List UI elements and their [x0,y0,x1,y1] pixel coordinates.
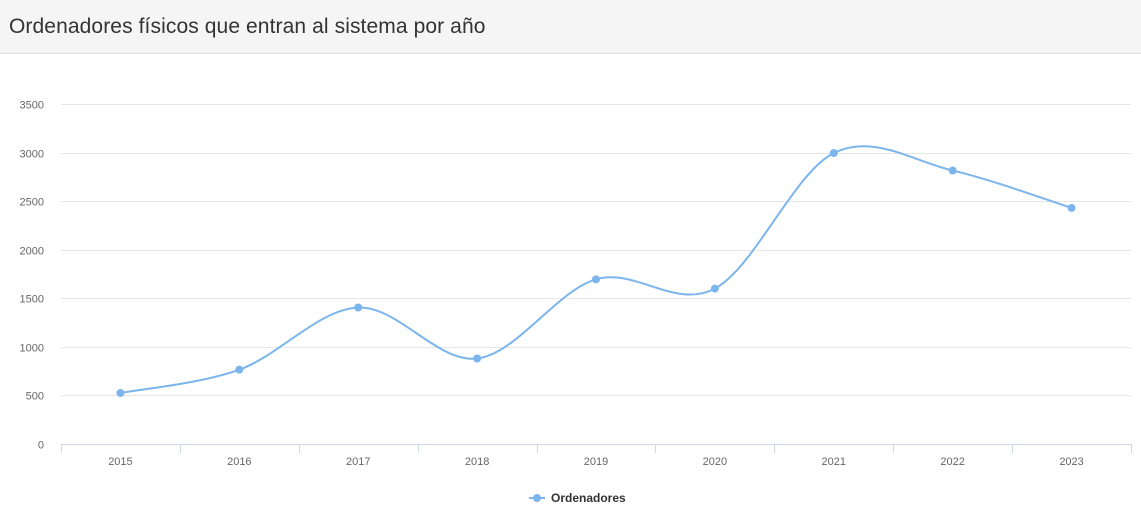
y-tick-label: 2500 [20,197,44,209]
x-tick-label: 2022 [940,456,964,468]
chart-area: 0 500 1000 1500 2000 2500 3000 3500 2015 2016 201… [0,55,1141,512]
data-point[interactable] [710,284,719,293]
y-axis: 0 500 1000 1500 2000 2500 3000 3500 [20,100,44,452]
x-tick-label: 2017 [346,456,370,468]
x-tick-label: 2020 [703,456,727,468]
y-tick-label: 3500 [20,100,44,112]
y-tick-label: 3000 [20,149,44,161]
panel-title: Ordenadores físicos que entran al sistem… [9,14,486,38]
data-point[interactable] [354,303,363,312]
data-point[interactable] [592,275,600,284]
y-tick-label: 0 [38,440,44,452]
x-tick-label: 2016 [227,456,251,468]
y-tick-label: 1500 [20,294,44,306]
grid-lines [61,104,1131,396]
data-point[interactable] [948,166,957,175]
x-tick-label: 2018 [465,456,489,468]
x-tick-label: 2023 [1059,456,1083,468]
x-tick-label: 2015 [108,456,132,468]
data-point[interactable] [473,354,482,363]
series-ordenadores [116,145,1076,397]
legend-item-ordenadores[interactable]: Ordenadores [529,491,626,505]
legend[interactable]: Ordenadores [529,491,626,505]
panel-header: Ordenadores físicos que entran al sistem… [0,0,1141,54]
data-point[interactable] [116,389,125,397]
x-tick-label: 2021 [822,456,846,468]
x-tick-label: 2019 [584,456,608,468]
y-tick-label: 1000 [20,343,44,355]
x-axis: 2015 2016 2017 2018 2019 2020 2021 2022 2023 [61,444,1132,468]
series-line [119,145,1073,394]
data-point[interactable] [235,365,244,374]
legend-marker-icon [533,494,541,502]
y-tick-label: 2000 [20,246,44,258]
y-tick-label: 500 [26,391,44,403]
data-point[interactable] [829,149,838,158]
data-point[interactable] [1067,203,1076,212]
legend-label: Ordenadores [551,491,626,505]
